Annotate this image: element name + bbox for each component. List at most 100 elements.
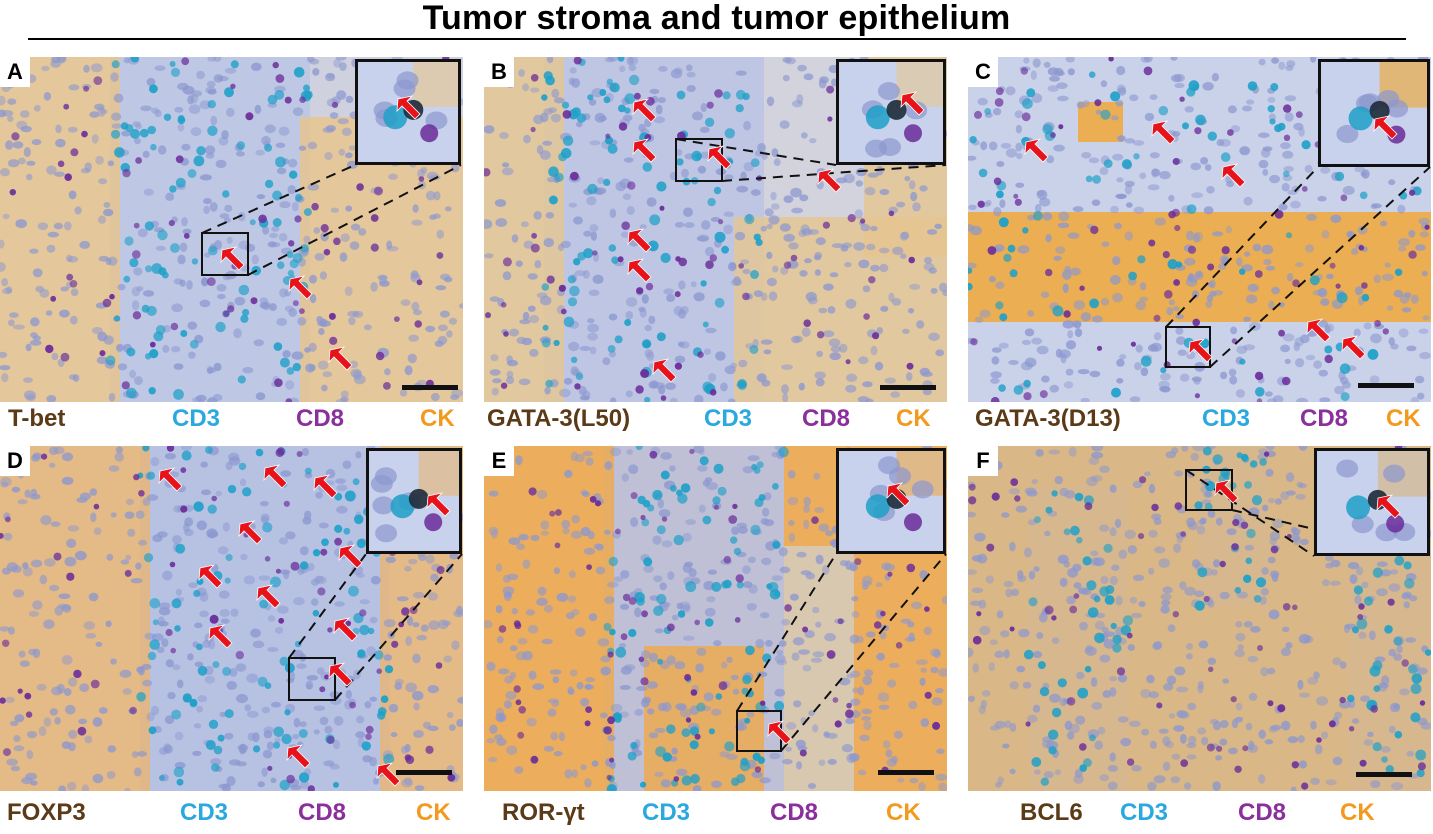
cd8-cell	[1359, 759, 1367, 767]
nucleus	[495, 218, 508, 227]
nucleus	[641, 294, 649, 304]
nucleus	[1284, 358, 1291, 365]
nucleus	[934, 223, 942, 229]
nucleus	[1031, 337, 1043, 345]
nucleus	[846, 373, 858, 382]
nucleus	[61, 452, 74, 462]
cd8-cell	[435, 662, 443, 669]
nucleus	[1174, 470, 1184, 477]
nucleus	[1072, 206, 1084, 213]
nucleus	[878, 247, 890, 254]
cd3-cell	[712, 496, 721, 505]
nucleus	[1162, 586, 1173, 594]
cd8-cell	[83, 85, 90, 92]
nucleus	[615, 181, 626, 192]
nucleus	[1042, 212, 1053, 221]
nucleus	[90, 512, 97, 523]
inset-nucleus	[877, 82, 900, 101]
nucleus	[342, 460, 352, 469]
cd3-cell	[1003, 253, 1012, 262]
cd3-cell	[609, 82, 620, 93]
cd8-cell	[1283, 104, 1292, 113]
cd8-cell	[732, 503, 738, 510]
nucleus	[318, 327, 325, 336]
cd8-cell	[250, 297, 258, 305]
nucleus	[1280, 344, 1291, 353]
nucleus	[63, 688, 72, 696]
nucleus	[1173, 543, 1182, 553]
nucleus	[1415, 375, 1425, 384]
cd8-cell	[713, 504, 719, 510]
cd3-cell	[713, 463, 724, 474]
cd3-cell	[267, 94, 278, 105]
cd3-cell	[1207, 131, 1217, 141]
nucleus	[0, 239, 5, 249]
cd3-cell	[377, 707, 387, 716]
nucleus	[1236, 345, 1248, 354]
panel-letter-f: F	[968, 446, 998, 476]
cd3-cell	[611, 256, 619, 264]
nucleus	[995, 281, 1005, 289]
cd8-cell	[175, 155, 184, 164]
nucleus	[938, 282, 947, 292]
cd8-cell	[11, 132, 20, 141]
nucleus	[55, 138, 66, 148]
nucleus	[558, 731, 565, 742]
nucleus	[515, 260, 523, 267]
nucleus	[936, 748, 945, 755]
nucleus	[62, 604, 72, 613]
nucleus	[405, 682, 418, 693]
nucleus	[1063, 381, 1074, 389]
cd8-cell	[1339, 696, 1346, 704]
cd8-cell	[1153, 314, 1161, 322]
nucleus	[142, 150, 150, 158]
caption-d: FOXP3 CD3 CD8 CK	[0, 798, 463, 828]
cd3-cell	[158, 775, 165, 781]
nucleus	[58, 593, 71, 599]
nucleus	[1149, 94, 1158, 100]
nucleus	[1213, 559, 1220, 568]
cd8-cell	[622, 593, 631, 602]
nucleus	[492, 378, 502, 384]
cd3-cell	[1122, 615, 1134, 626]
nucleus	[568, 202, 577, 208]
nucleus	[314, 253, 325, 261]
nucleus	[1160, 593, 1172, 601]
nucleus	[79, 240, 91, 249]
nucleus	[999, 199, 1006, 209]
nucleus	[1036, 190, 1046, 197]
nucleus	[710, 217, 721, 222]
nucleus	[293, 597, 305, 606]
nucleus	[529, 348, 539, 357]
nucleus	[165, 659, 174, 668]
nucleus	[1403, 292, 1412, 298]
nucleus	[529, 315, 540, 324]
cd3-cell	[1175, 261, 1183, 268]
nucleus	[791, 652, 800, 661]
nucleus	[1184, 586, 1196, 596]
cd8-cell	[165, 628, 173, 637]
cd8-cell	[634, 92, 641, 100]
cd8-cell	[1058, 124, 1064, 130]
nucleus	[494, 199, 507, 207]
nucleus	[1175, 313, 1184, 320]
nucleus	[861, 716, 872, 721]
nucleus	[1262, 504, 1269, 512]
scale-bar	[878, 770, 934, 775]
nucleus	[288, 671, 296, 681]
nucleus	[658, 65, 668, 72]
nucleus	[909, 777, 919, 784]
nucleus	[858, 259, 870, 269]
nucleus	[1380, 569, 1392, 577]
cd8-cell	[636, 287, 644, 295]
nucleus	[935, 688, 944, 694]
nucleus	[1369, 375, 1380, 384]
cd3-cell	[628, 628, 637, 638]
nucleus	[620, 666, 632, 675]
nucleus	[119, 669, 132, 678]
nucleus	[972, 663, 979, 673]
nucleus	[0, 351, 8, 359]
nucleus	[135, 562, 142, 570]
roi-box	[1185, 469, 1233, 511]
red-arrow	[328, 662, 353, 687]
